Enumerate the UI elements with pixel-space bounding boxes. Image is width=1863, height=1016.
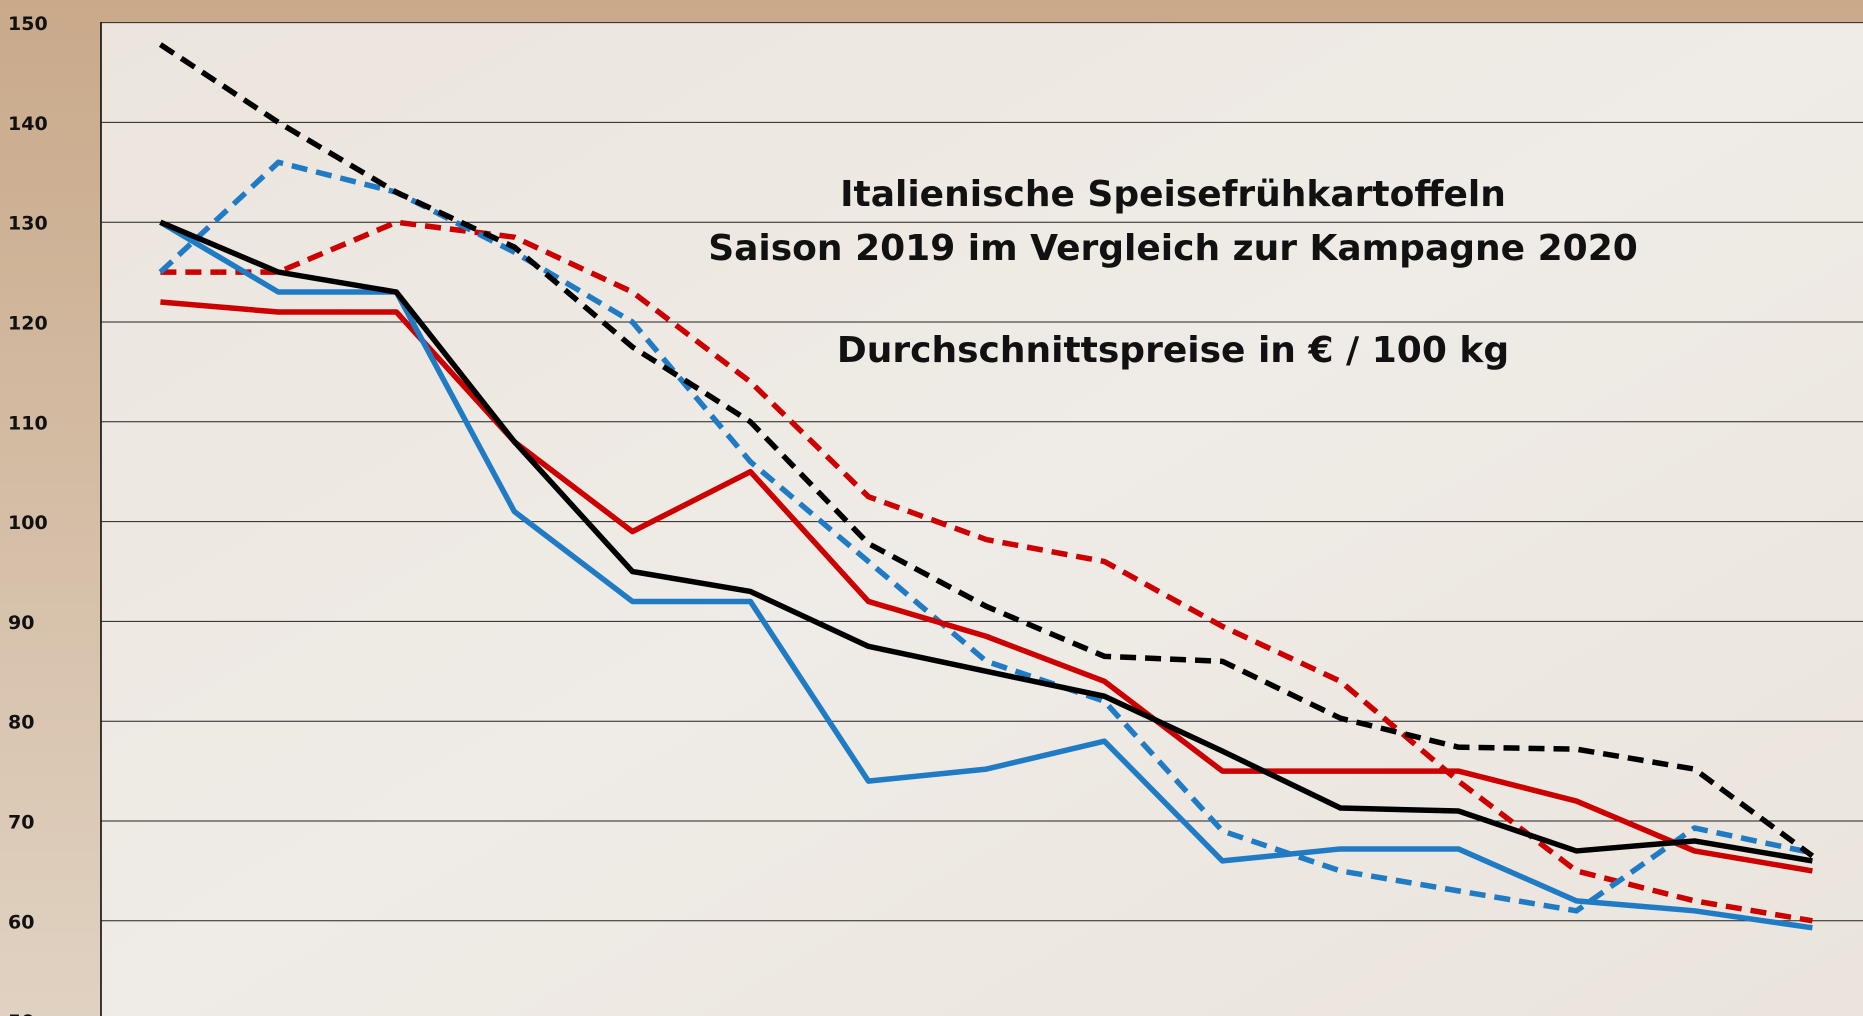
y-tick-label: 120 xyxy=(8,313,48,335)
y-tick-label: 140 xyxy=(8,113,48,135)
series-line xyxy=(160,299,1813,874)
y-tick-label: 110 xyxy=(8,412,48,434)
series-line xyxy=(160,219,1813,924)
y-tick-label: 70 xyxy=(8,812,34,834)
series-line xyxy=(158,42,1815,859)
chart-title: Italienische Speisefrühkartoffeln xyxy=(840,174,1506,215)
y-tick-label: 150 xyxy=(8,13,48,35)
series-line xyxy=(159,219,1813,864)
y-tick-label: 130 xyxy=(8,213,48,235)
y-tick-label: 100 xyxy=(8,512,48,534)
series-line xyxy=(158,159,1813,914)
y-tick-label: 80 xyxy=(8,712,34,734)
y-tick-label: 90 xyxy=(8,612,34,634)
chart-subtitle: Durchschnittspreise in € / 100 kg xyxy=(837,330,1509,371)
series-line xyxy=(158,219,1813,931)
y-tick-label: 50 xyxy=(8,1011,34,1016)
chart-title: Saison 2019 im Vergleich zur Kampagne 20… xyxy=(708,228,1638,269)
y-tick-label: 60 xyxy=(8,911,34,933)
